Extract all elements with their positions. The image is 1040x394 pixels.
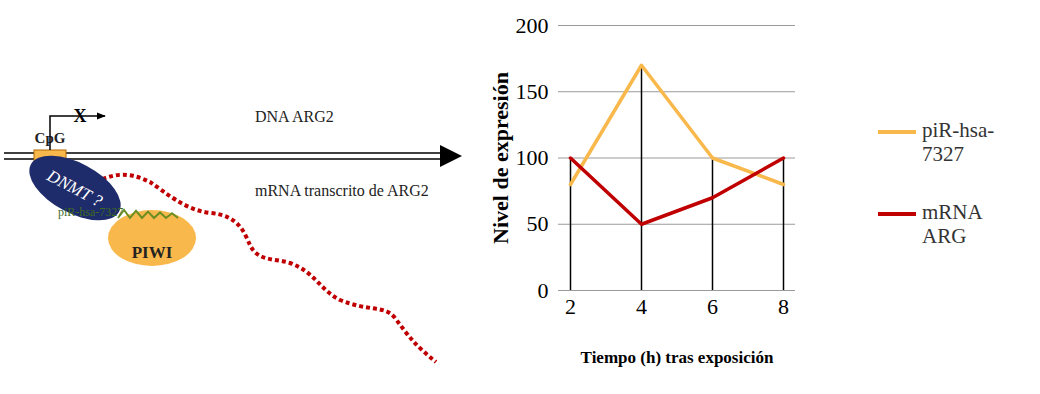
svg-text:X: X xyxy=(74,106,87,126)
svg-text:8: 8 xyxy=(778,294,789,319)
svg-text:mRNA transcrito de ARG2: mRNA transcrito de ARG2 xyxy=(255,182,429,199)
svg-text:6: 6 xyxy=(707,294,718,319)
svg-text:Nivel de expresión: Nivel de expresión xyxy=(488,72,513,244)
svg-text:DNMT ?: DNMT ? xyxy=(44,166,106,211)
svg-text:50: 50 xyxy=(527,211,549,236)
svg-text:PIWI: PIWI xyxy=(132,243,173,262)
html-text:mRNA ARG: mRNA ARG xyxy=(922,200,982,248)
svg-text:piR-hsa-7327: piR-hsa-7327 xyxy=(58,205,123,219)
svg-text:CpG: CpG xyxy=(34,130,66,146)
svg-text:200: 200 xyxy=(516,13,549,38)
svg-text:DNA ARG2: DNA ARG2 xyxy=(255,108,334,125)
svg-text:150: 150 xyxy=(516,79,549,104)
svg-text:Tiempo (h) tras exposición: Tiempo (h) tras exposición xyxy=(581,348,774,367)
svg-text:2: 2 xyxy=(565,294,576,319)
svg-text:100: 100 xyxy=(516,145,549,170)
svg-text:0: 0 xyxy=(538,278,549,303)
svg-text:4: 4 xyxy=(636,294,647,319)
html-text:piR-hsa-7327: piR-hsa-7327 xyxy=(922,118,995,166)
